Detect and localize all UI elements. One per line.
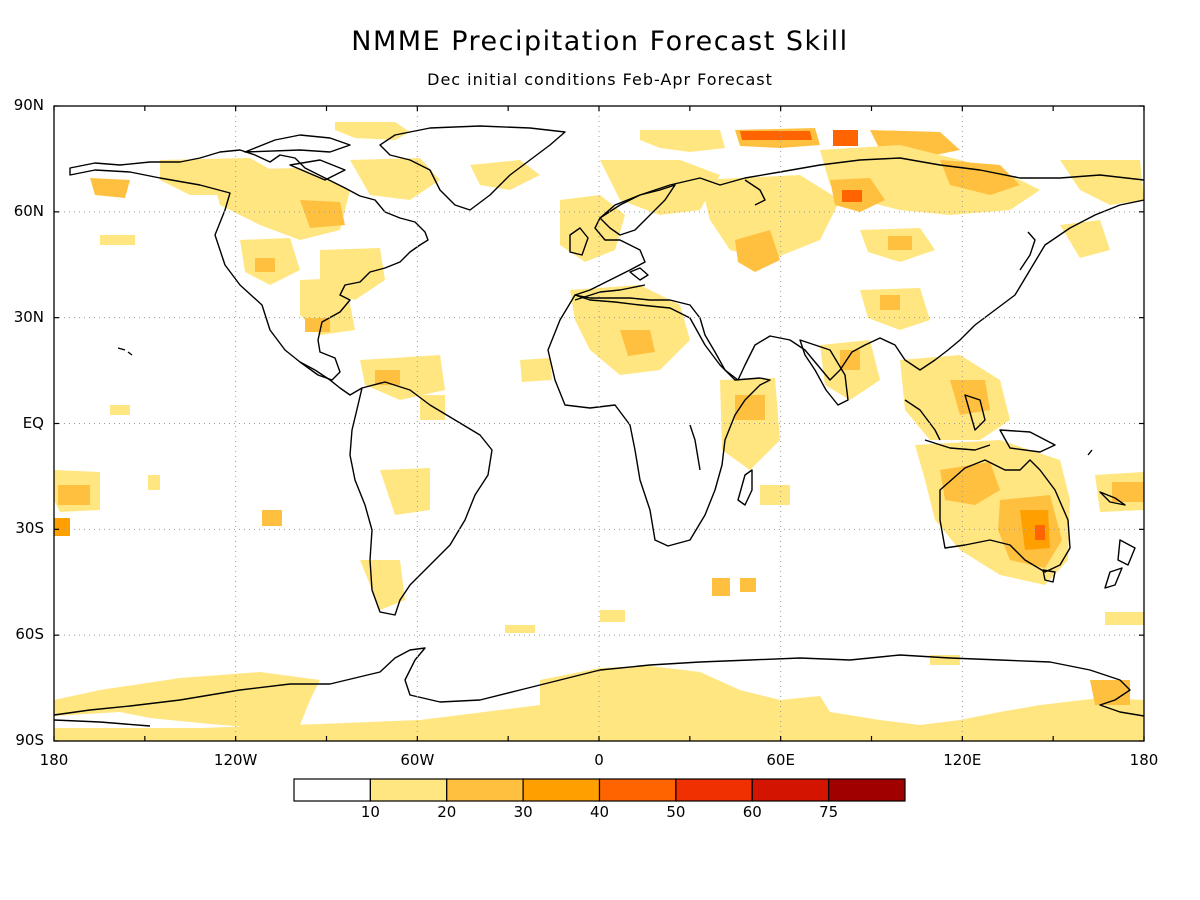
map-title: NMME Precipitation Forecast Skill <box>351 26 849 57</box>
colorbar-swatch <box>598 778 677 802</box>
graticule <box>54 106 1144 741</box>
colorbar-swatch <box>522 778 601 802</box>
lon-label: 180 <box>39 751 69 769</box>
colorbar-swatch <box>828 778 906 802</box>
lat-label: 30S <box>15 519 44 538</box>
lat-label: 30N <box>13 307 44 326</box>
lon-label: 60E <box>766 751 795 769</box>
colorbar-label: 60 <box>742 803 762 821</box>
coastlines <box>54 125 1144 727</box>
colorbar-swatch <box>675 778 753 802</box>
colorbar-label: 75 <box>819 803 839 821</box>
lat-label: 60N <box>13 201 44 220</box>
lat-label: EQ <box>22 413 44 432</box>
lon-label: 180 <box>1129 751 1159 769</box>
axis-ticks <box>53 105 1145 742</box>
map-subtitle: Dec initial conditions Feb-Apr Forecast <box>427 70 773 89</box>
colorbar-swatch <box>446 778 524 802</box>
colorbar-label: 40 <box>589 803 610 821</box>
colorbar-swatch <box>751 778 830 802</box>
skill-shading <box>54 122 1144 741</box>
colorbar-label: 50 <box>666 803 686 821</box>
lon-label: 120W <box>213 751 258 769</box>
lon-label: 60W <box>400 751 435 769</box>
colorbar-swatch <box>369 778 448 802</box>
lat-label: 90N <box>13 96 44 114</box>
colorbar-label: 10 <box>360 803 380 821</box>
colorbar <box>293 778 906 802</box>
lat-label: 90S <box>15 731 44 749</box>
lon-label: 120E <box>943 751 982 769</box>
colorbar-label: 20 <box>437 803 457 821</box>
colorbar-label: 30 <box>513 803 533 821</box>
lon-label: 0 <box>594 751 604 769</box>
colorbar-swatch <box>293 778 371 802</box>
lat-label: 60S <box>15 625 44 644</box>
